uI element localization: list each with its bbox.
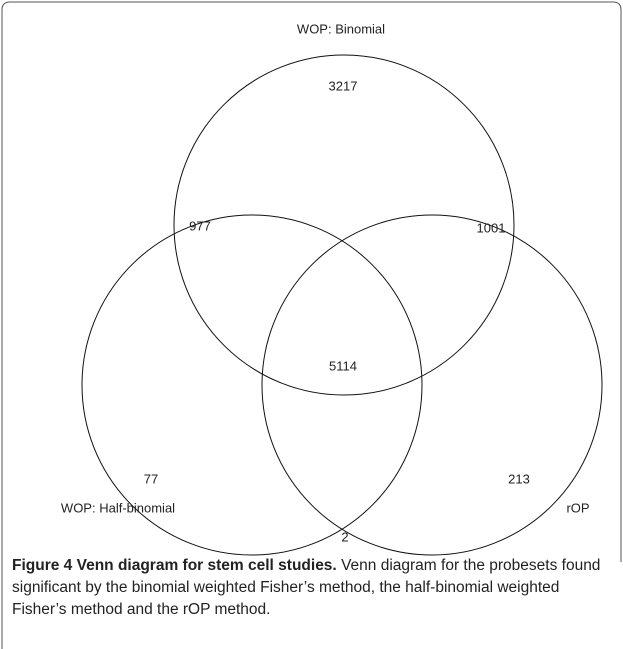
set-label: rOP <box>566 500 589 515</box>
set-label: WOP: Binomial <box>297 21 385 36</box>
region-count: 5114 <box>329 358 357 373</box>
set-label: WOP: Half-binomial <box>61 500 175 515</box>
caption-text: Venn diagram for the probesets found sig… <box>12 557 601 618</box>
region-count: 1001 <box>477 220 506 235</box>
region-count: 2 <box>341 529 348 544</box>
caption-label: Figure 4 Venn diagram for stem cell stud… <box>12 557 337 574</box>
region-count: 213 <box>508 471 530 486</box>
region-count: 977 <box>189 218 211 233</box>
circle-binomial <box>173 54 515 396</box>
caption: Figure 4 Venn diagram for stem cell stud… <box>12 555 612 621</box>
circle-rop <box>261 214 603 556</box>
region-count: 77 <box>144 471 158 486</box>
circle-half-binomial <box>81 214 423 556</box>
region-count: 3217 <box>329 78 358 93</box>
